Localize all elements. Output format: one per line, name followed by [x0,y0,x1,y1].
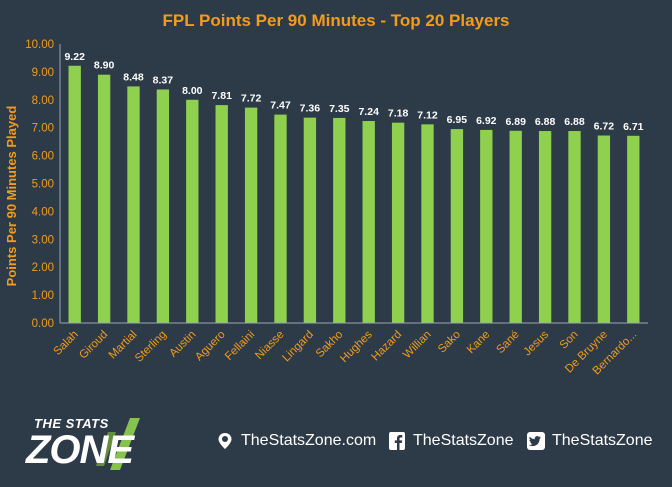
bar [480,129,493,323]
x-tick-label: Son [558,329,581,352]
x-tick-label: Sterling [133,329,169,365]
data-label: 6.88 [535,116,556,128]
bar [97,74,111,323]
bar [362,121,375,323]
data-label: 7.47 [270,100,291,112]
data-label: 7.81 [211,90,232,102]
facebook-icon [388,432,406,450]
bar [627,135,640,323]
bar [538,131,552,323]
data-label: 7.24 [358,106,379,118]
globe-pin-icon [216,432,234,450]
data-label: 7.18 [388,108,409,120]
x-tick-label: Kane [465,329,492,356]
logo-swoosh-icon [96,418,140,470]
data-label: 7.72 [241,93,262,105]
website-text: TheStatsZone.com [241,432,377,449]
data-label: 6.92 [476,115,497,127]
facebook-text: TheStatsZone [413,432,514,449]
bar [215,105,228,323]
bar [68,65,81,324]
x-axis-tick-labels: SalahGiroudMartialSterlingAustinAgueroFe… [52,328,640,377]
bar [597,135,611,323]
x-tick-label: Giroud [77,329,110,362]
data-label: 6.89 [505,116,526,128]
y-axis-ticks: 0.00 1.00 2.00 3.00 4.00 5.00 6.00 7.00 8.00 9.00… [25,39,54,330]
bar [186,99,199,323]
data-label: 7.36 [300,103,321,115]
website-link[interactable]: TheStatsZone.com [216,432,376,450]
y-axis-label: Points Per 90 Minutes Played [4,106,19,287]
bar [274,114,287,323]
x-tick-label: Sako [436,329,463,356]
logo-text-top: THE STATS [34,416,109,431]
twitter-text: TheStatsZone [552,432,653,449]
data-label: 6.71 [623,121,644,133]
footer: THE STATS ZONE TheStatsZone.com TheStats… [0,400,672,487]
x-tick-label: Jesus [521,328,551,358]
y-tick-label: 5.00 [32,179,54,191]
y-tick-label: 6.00 [32,151,54,163]
y-tick-label: 1.00 [32,290,54,302]
bar [391,122,405,323]
x-tick-label: Fellaini [223,329,257,363]
data-label: 9.22 [64,51,85,63]
y-tick-label: 9.00 [32,67,54,79]
bar [509,130,522,323]
bar [156,89,170,324]
bar-series [68,65,640,324]
bar [127,86,140,324]
x-tick-label: Hughes [338,328,375,365]
x-tick-label: Willian [401,329,433,361]
bar-chart: FPL Points Per 90 Minutes - Top 20 Playe… [4,11,648,377]
data-label: 6.95 [447,114,468,126]
bar [450,129,464,323]
bar [303,117,317,323]
bar [244,107,258,323]
data-label: 8.90 [94,60,115,72]
x-tick-label: Sané [494,329,521,356]
data-label: 7.35 [329,103,350,115]
data-label: 6.72 [594,121,615,133]
facebook-link[interactable]: TheStatsZone [388,432,514,450]
data-label: 8.37 [153,74,174,86]
y-tick-label: 4.00 [32,206,54,218]
data-label: 6.88 [564,116,585,128]
y-tick-label: 2.00 [32,262,54,274]
value-labels: 9.22 8.90 8.48 8.37 8.00 7.81 7.72 7.47 7.36 7.35… [64,51,643,133]
x-tick-label: Aguero [193,329,228,364]
bar [421,124,434,324]
x-tick-label: Lingard [280,329,316,365]
data-label: 8.48 [123,71,144,83]
x-tick-label: Hazard [370,329,405,364]
y-tick-label: 8.00 [32,95,54,107]
logo-text-bottom: ZONE [26,428,134,472]
y-tick-label: 0.00 [32,318,54,330]
y-tick-label: 10.00 [25,39,54,51]
bar [333,117,346,323]
bar [568,131,581,323]
y-tick-label: 3.00 [32,234,54,246]
chart-title: FPL Points Per 90 Minutes - Top 20 Playe… [162,11,509,30]
twitter-link[interactable]: TheStatsZone [527,432,653,450]
data-label: 7.12 [417,109,438,121]
twitter-icon [527,432,545,450]
y-tick-label: 7.00 [32,123,54,135]
data-label: 8.00 [182,85,203,97]
stats-zone-logo: THE STATS ZONE [20,410,170,480]
